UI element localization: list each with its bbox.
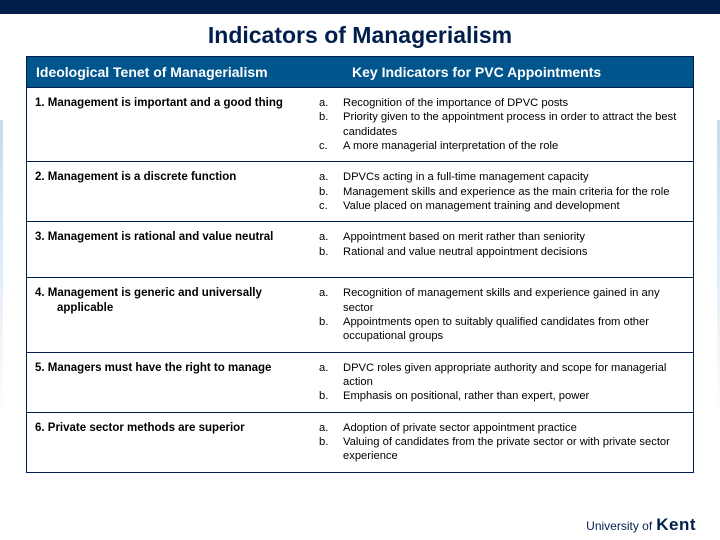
indicator-item: b.Rational and value neutral appointment… [317,245,693,259]
table-row: 3. Management is rational and value neut… [27,221,693,277]
indicator-marker: b. [317,110,343,139]
tenet-cell: 5. Managers must have the right to manag… [27,359,317,406]
indicator-marker: b. [317,185,343,199]
tenet-cell: 2. Management is a discrete function [27,168,317,215]
indicator-item: c.Value placed on management training an… [317,199,693,213]
indicator-item: b.Valuing of candidates from the private… [317,435,693,464]
indicators-table: Ideological Tenet of Managerialism Key I… [26,56,694,473]
tenet-cell: 4. Management is generic and universally… [27,284,317,345]
indicator-marker: a. [317,170,343,184]
indicator-marker: c. [317,199,343,213]
logo-name: Kent [656,515,696,534]
table-row: 4. Management is generic and universally… [27,277,693,351]
indicator-marker: b. [317,315,343,344]
indicator-marker: b. [317,389,343,403]
indicator-item: a.DPVC roles given appropriate authority… [317,361,693,390]
indicator-item: a.Adoption of private sector appointment… [317,421,693,435]
indicator-item: b.Management skills and experience as th… [317,185,693,199]
tenet-cell: 3. Management is rational and value neut… [27,228,317,271]
table-header: Ideological Tenet of Managerialism Key I… [27,57,693,87]
indicators-cell: a.DPVCs acting in a full-time management… [317,168,693,215]
indicator-marker: a. [317,230,343,244]
table-row: 5. Managers must have the right to manag… [27,352,693,412]
indicator-marker: a. [317,361,343,390]
indicator-text: Valuing of candidates from the private s… [343,435,693,464]
indicator-text: DPVC roles given appropriate authority a… [343,361,693,390]
indicators-cell: a.Appointment based on merit rather than… [317,228,693,271]
indicators-cell: a.Recognition of the importance of DPVC … [317,94,693,155]
indicator-text: Appointment based on merit rather than s… [343,230,693,244]
indicator-marker: b. [317,435,343,464]
indicator-item: a.DPVCs acting in a full-time management… [317,170,693,184]
indicator-marker: c. [317,139,343,153]
col-header-indicators: Key Indicators for PVC Appointments [343,57,693,87]
logo-prefix: University of [586,519,652,533]
table-row: 2. Management is a discrete functiona.DP… [27,161,693,221]
tenet-cell: 1. Management is important and a good th… [27,94,317,155]
indicator-text: Value placed on management training and … [343,199,693,213]
indicator-item: b.Appointments open to suitably qualifie… [317,315,693,344]
indicator-item: b.Emphasis on positional, rather than ex… [317,389,693,403]
indicator-item: b.Priority given to the appointment proc… [317,110,693,139]
side-accent-left [0,120,3,420]
indicator-marker: a. [317,286,343,315]
table-row: 1. Management is important and a good th… [27,87,693,161]
indicators-cell: a.Recognition of management skills and e… [317,284,693,345]
indicator-item: a.Recognition of management skills and e… [317,286,693,315]
tenet-cell: 6. Private sector methods are superior [27,419,317,466]
indicator-item: a.Appointment based on merit rather than… [317,230,693,244]
page-title: Indicators of Managerialism [0,22,720,49]
indicators-cell: a.Adoption of private sector appointment… [317,419,693,466]
indicator-text: Recognition of management skills and exp… [343,286,693,315]
indicator-text: Priority given to the appointment proces… [343,110,693,139]
indicator-text: Emphasis on positional, rather than expe… [343,389,693,403]
indicator-text: Appointments open to suitably qualified … [343,315,693,344]
indicator-text: Recognition of the importance of DPVC po… [343,96,693,110]
top-bar [0,0,720,14]
indicator-text: Rational and value neutral appointment d… [343,245,693,259]
indicators-cell: a.DPVC roles given appropriate authority… [317,359,693,406]
col-header-tenet: Ideological Tenet of Managerialism [27,57,317,87]
indicator-text: A more managerial interpretation of the … [343,139,693,153]
table-row: 6. Private sector methods are superiora.… [27,412,693,472]
indicator-item: c.A more managerial interpretation of th… [317,139,693,153]
col-header-spacer [317,57,343,87]
indicator-text: Adoption of private sector appointment p… [343,421,693,435]
indicator-text: DPVCs acting in a full-time management c… [343,170,693,184]
indicator-marker: a. [317,421,343,435]
indicator-marker: b. [317,245,343,259]
university-logo: University of Kent [586,515,696,535]
indicator-item: a.Recognition of the importance of DPVC … [317,96,693,110]
indicator-text: Management skills and experience as the … [343,185,693,199]
indicator-marker: a. [317,96,343,110]
